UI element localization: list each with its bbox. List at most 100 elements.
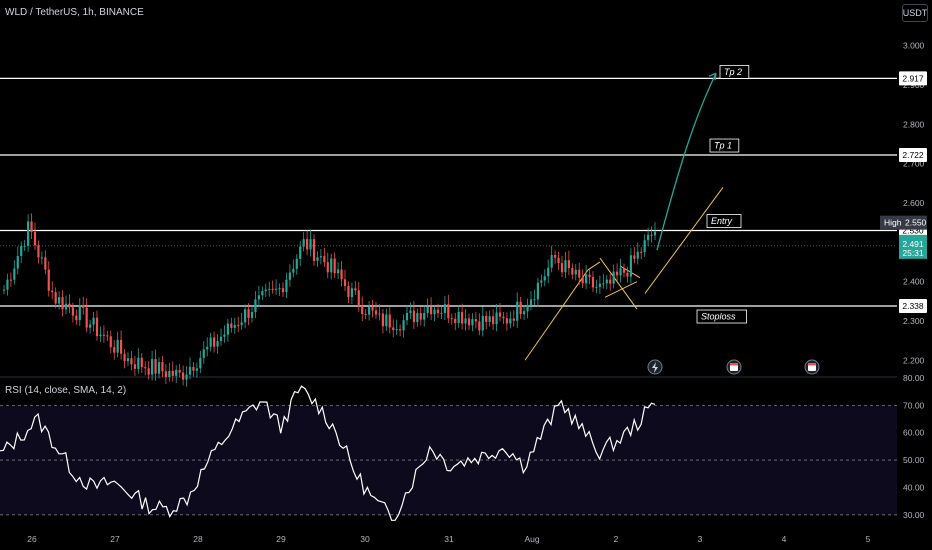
channel-line[interactable] <box>599 257 638 310</box>
candle-body <box>126 358 130 362</box>
candle-body <box>244 309 247 323</box>
level-annotation-box[interactable] <box>709 138 740 153</box>
candle-body <box>144 367 147 369</box>
candle-body <box>395 329 398 331</box>
candle-body <box>450 318 453 320</box>
candle-body <box>633 255 636 259</box>
candle-body <box>151 359 154 375</box>
x-tick-label: 2 <box>614 534 619 544</box>
candle-body <box>523 311 526 315</box>
candle-body <box>619 268 622 276</box>
x-tick-label: 27 <box>110 534 120 544</box>
candle-body <box>116 339 119 353</box>
level-price-label: 2.722 <box>902 150 924 160</box>
candle-body <box>309 239 312 250</box>
candle-body <box>471 319 474 326</box>
candle-body <box>392 327 395 331</box>
candle-body <box>653 231 657 236</box>
rsi-title: RSI (14, close, SMA, 14, 2) <box>5 385 127 396</box>
rsi-tick-label: 40.00 <box>903 482 925 492</box>
level-annotation-box[interactable] <box>696 309 747 324</box>
level-annotation-box[interactable] <box>719 64 750 79</box>
high-label: High <box>884 218 902 228</box>
candle-body <box>275 288 278 290</box>
candle-body <box>433 309 436 315</box>
horizontal-levels[interactable]: Tp 2 Tp 1 Entry Stoploss <box>0 64 897 324</box>
candle-body <box>419 313 422 320</box>
candle-body <box>605 279 608 284</box>
candle-body <box>547 267 550 277</box>
projection-arrowhead[interactable] <box>708 72 717 81</box>
candle-body <box>175 369 178 376</box>
candle-body <box>409 310 412 313</box>
level-annotation-box[interactable] <box>706 214 742 228</box>
candle-body <box>288 272 291 280</box>
calendar-header <box>808 363 816 366</box>
candle-body <box>519 301 522 315</box>
candle-body <box>598 283 601 287</box>
candle-body <box>306 239 309 250</box>
level-annotation-label: Stoploss <box>701 312 736 322</box>
calendar-icon[interactable] <box>804 359 820 375</box>
candle-body <box>95 317 99 337</box>
chart-title: WLD / TetherUS, 1h, BINANCE <box>5 7 144 18</box>
candle-body <box>27 221 30 246</box>
candle-body <box>281 288 285 293</box>
x-tick-label: Aug <box>524 534 539 544</box>
candle-body <box>264 289 267 292</box>
candle-body <box>257 295 260 300</box>
candle-body <box>464 318 467 324</box>
lightning-icon[interactable] <box>647 359 663 375</box>
y-tick-label: 2.800 <box>903 119 925 129</box>
candle-body <box>323 256 326 263</box>
candle-body <box>443 304 446 313</box>
candle-body <box>333 258 336 274</box>
candle-body <box>543 276 546 281</box>
candle-body <box>350 288 353 298</box>
candle-body <box>526 305 529 312</box>
candle-body <box>588 274 591 278</box>
candle-body <box>92 317 95 325</box>
projection-arrow[interactable] <box>656 72 717 251</box>
x-tick-label: 29 <box>276 534 286 544</box>
candle-body <box>40 257 43 259</box>
candle-body <box>636 251 639 259</box>
candle-body <box>202 349 205 358</box>
channel-line[interactable] <box>587 261 601 271</box>
event-icons[interactable] <box>647 359 820 375</box>
candle-body <box>6 279 9 290</box>
y-tick-label: 2.300 <box>903 316 925 326</box>
candle-body <box>250 311 254 318</box>
candle-body <box>326 262 329 273</box>
candle-body <box>423 312 426 320</box>
candle-body <box>343 279 347 286</box>
candle-body <box>85 307 88 328</box>
candle-body <box>240 322 243 326</box>
calendar-icon[interactable] <box>726 359 742 375</box>
candle-body <box>89 324 92 328</box>
channel-line[interactable] <box>644 186 724 294</box>
candle-body <box>123 353 126 362</box>
x-tick-label: 3 <box>698 534 703 544</box>
candle-body <box>233 324 236 328</box>
candle-body <box>182 372 185 380</box>
candle-body <box>340 269 343 280</box>
candle-body <box>371 307 374 311</box>
projection-curve[interactable] <box>656 72 717 251</box>
candle-body <box>481 315 484 331</box>
currency-button[interactable]: USDT <box>902 4 928 22</box>
candle-body <box>99 334 102 337</box>
candle-body <box>454 318 457 324</box>
candle-body <box>302 239 305 247</box>
channel-line[interactable] <box>524 269 589 361</box>
candle-body <box>602 283 605 285</box>
candle-body <box>492 316 495 325</box>
candle-body <box>643 240 646 253</box>
x-tick-label: 4 <box>782 534 787 544</box>
candle-body <box>171 370 174 376</box>
channel-line[interactable] <box>604 281 638 298</box>
y-tick-label: 2.400 <box>903 277 925 287</box>
candle-body <box>512 318 515 321</box>
candle-body <box>82 305 85 308</box>
